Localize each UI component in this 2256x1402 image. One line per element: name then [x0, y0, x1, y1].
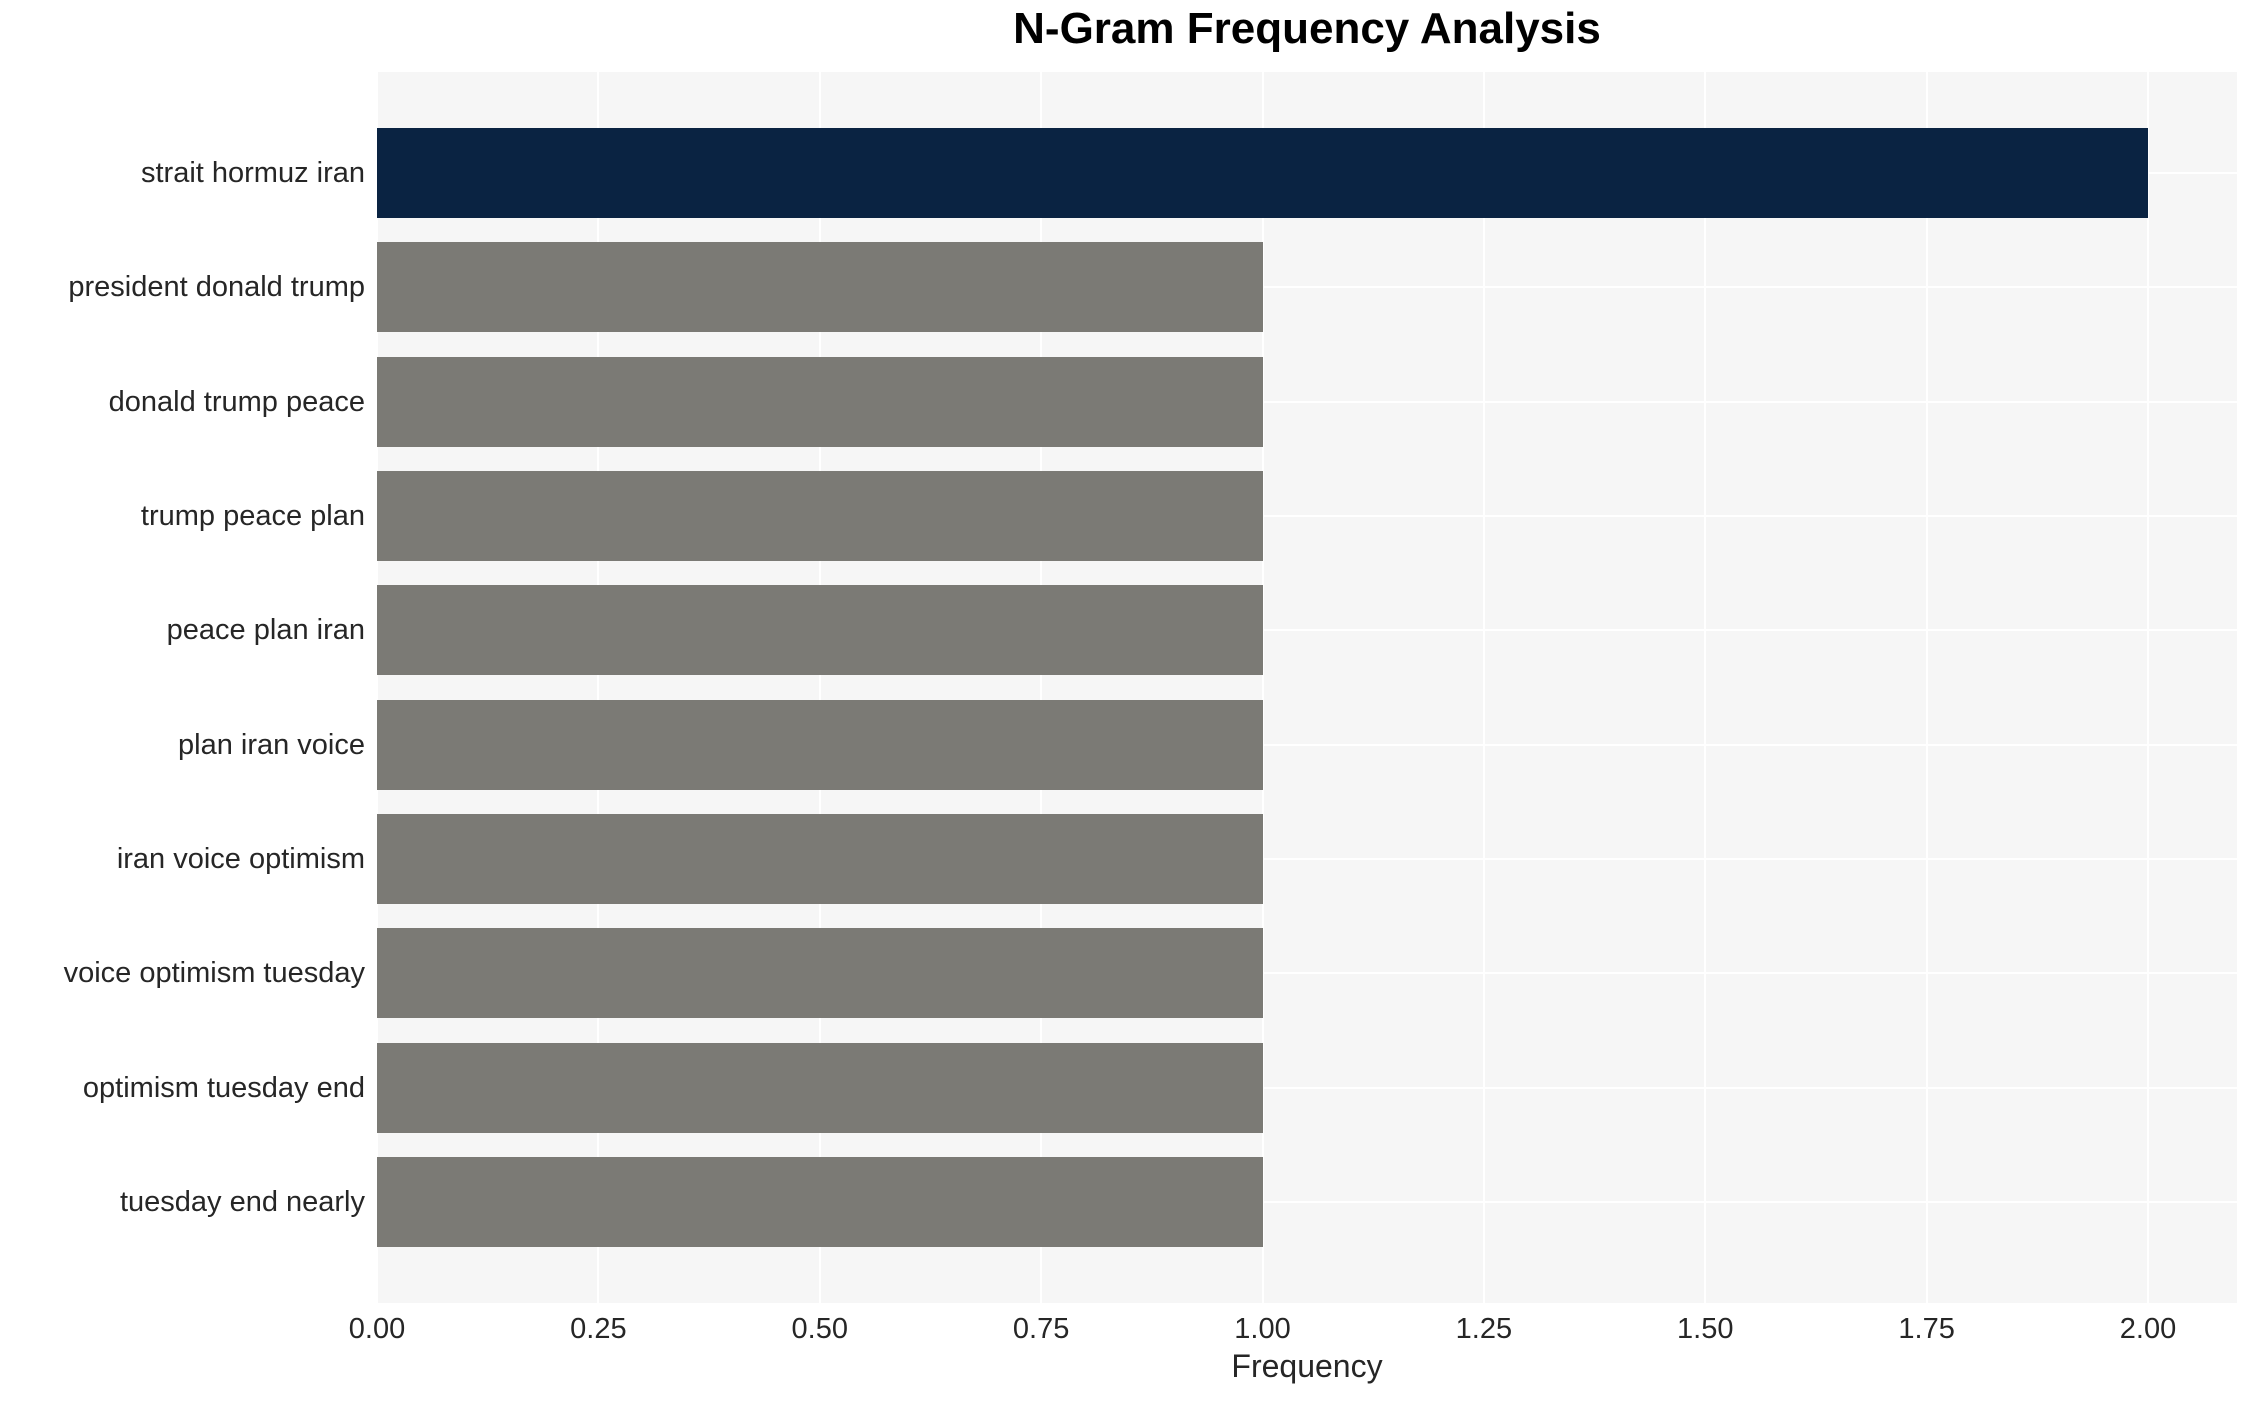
bar-peace-plan-iran — [377, 585, 1263, 676]
y-tick-label: iran voice optimism — [116, 842, 365, 875]
bar-voice-optimism-tuesday — [377, 928, 1263, 1019]
x-tick-label: 1.00 — [1234, 1313, 1291, 1345]
x-gridline — [1261, 72, 1264, 1303]
x-tick-label: 1.25 — [1455, 1313, 1513, 1345]
x-gridline — [818, 72, 821, 1303]
bar-donald-trump-peace — [377, 356, 1263, 447]
bar-trump-peace-plan — [377, 470, 1263, 561]
x-tick-label: 0.50 — [791, 1313, 848, 1345]
y-gridline — [377, 743, 2237, 746]
y-gridline — [377, 400, 2237, 403]
y-tick-label: donald trump peace — [108, 385, 365, 418]
x-gridline — [376, 72, 378, 1303]
x-gridline — [597, 72, 600, 1303]
bar-tuesday-end-nearly — [377, 1156, 1263, 1247]
x-gridline — [1482, 72, 1485, 1303]
bar-president-donald-trump — [377, 242, 1263, 333]
x-axis-title: Frequency — [1231, 1348, 1383, 1384]
y-tick-label: optimism tuesday end — [82, 1071, 365, 1104]
x-tick-label: 0.75 — [1012, 1313, 1070, 1345]
x-gridline — [1040, 72, 1043, 1303]
y-gridline — [377, 1086, 2237, 1089]
x-gridline — [2147, 72, 2149, 1303]
x-tick-label: 0.00 — [348, 1313, 406, 1345]
y-tick-label: trump peace plan — [140, 499, 365, 532]
y-tick-label: president donald trump — [68, 271, 365, 304]
y-gridline — [377, 972, 2237, 975]
y-gridline — [377, 629, 2237, 632]
y-tick-label: voice optimism tuesday — [63, 957, 365, 990]
y-gridline — [377, 1200, 2237, 1203]
y-tick-label: plan iran voice — [178, 728, 365, 761]
y-tick-label: tuesday end nearly — [119, 1185, 365, 1218]
y-gridline — [377, 286, 2237, 289]
bar-plan-iran-voice — [377, 699, 1263, 790]
chart-title: N-Gram Frequency Analysis — [1013, 4, 1601, 53]
y-gridline — [377, 857, 2237, 860]
x-tick-label: 1.75 — [1898, 1313, 1955, 1345]
x-tick-label: 0.25 — [570, 1313, 627, 1345]
x-tick-label: 2.00 — [2119, 1313, 2177, 1345]
plot-area — [376, 72, 2237, 1303]
bar-iran-voice-optimism — [377, 813, 1263, 904]
y-tick-label: strait hormuz iran — [140, 157, 365, 189]
bar-strait-hormuz-iran — [377, 128, 2148, 218]
x-gridline — [1925, 72, 1928, 1303]
y-gridline — [377, 514, 2237, 517]
bar-optimism-tuesday-end — [377, 1042, 1263, 1133]
x-gridline — [1704, 72, 1707, 1303]
x-tick-label: 1.50 — [1677, 1313, 1734, 1345]
y-tick-label: peace plan iran — [166, 614, 365, 647]
